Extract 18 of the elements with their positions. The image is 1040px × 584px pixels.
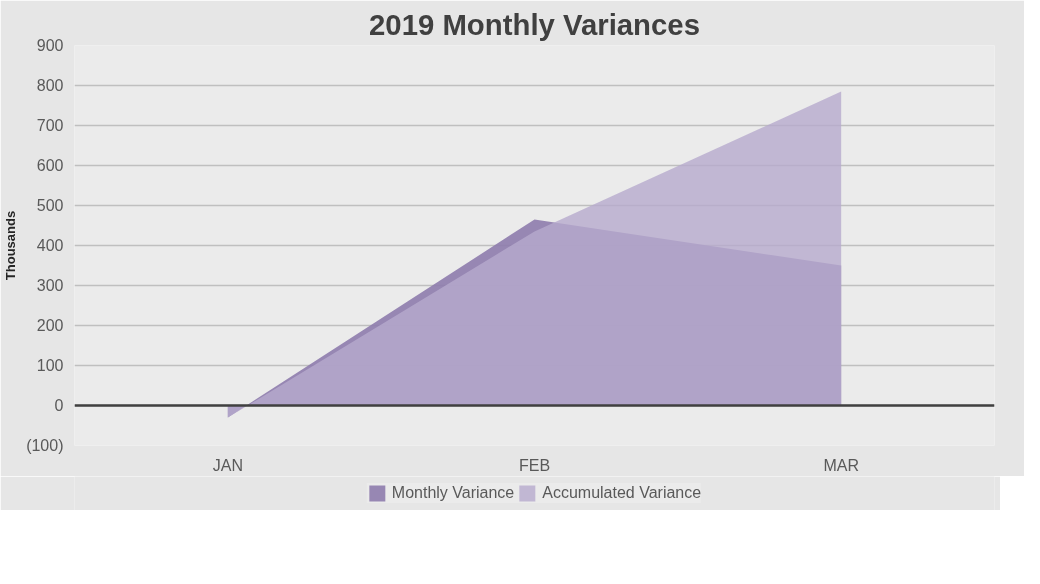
y-tick-label: 800 (36, 77, 64, 94)
x-tick-label: FEB (518, 456, 551, 474)
y-tick-label: 600 (36, 157, 64, 174)
y-tick-label: 100 (36, 357, 64, 374)
chart-title: 2019 Monthly Variances (369, 7, 700, 41)
legend-label: Monthly Variance (391, 484, 515, 502)
y-tick-label: 700 (36, 117, 64, 134)
y-tick-label: 200 (36, 317, 64, 334)
y-tick-label: 300 (36, 277, 64, 294)
y-tick-label: 0 (54, 397, 64, 414)
x-tick-label: JAN (212, 456, 243, 474)
y-tick-label: 900 (36, 37, 64, 54)
y-tick-label: (100) (26, 437, 64, 454)
legend-label: Accumulated Variance (542, 484, 702, 502)
y-tick-label: 500 (36, 197, 64, 214)
x-tick-label: MAR (823, 456, 859, 474)
y-axis-title: Thousands (3, 210, 19, 281)
y-tick-label: 400 (36, 237, 64, 254)
